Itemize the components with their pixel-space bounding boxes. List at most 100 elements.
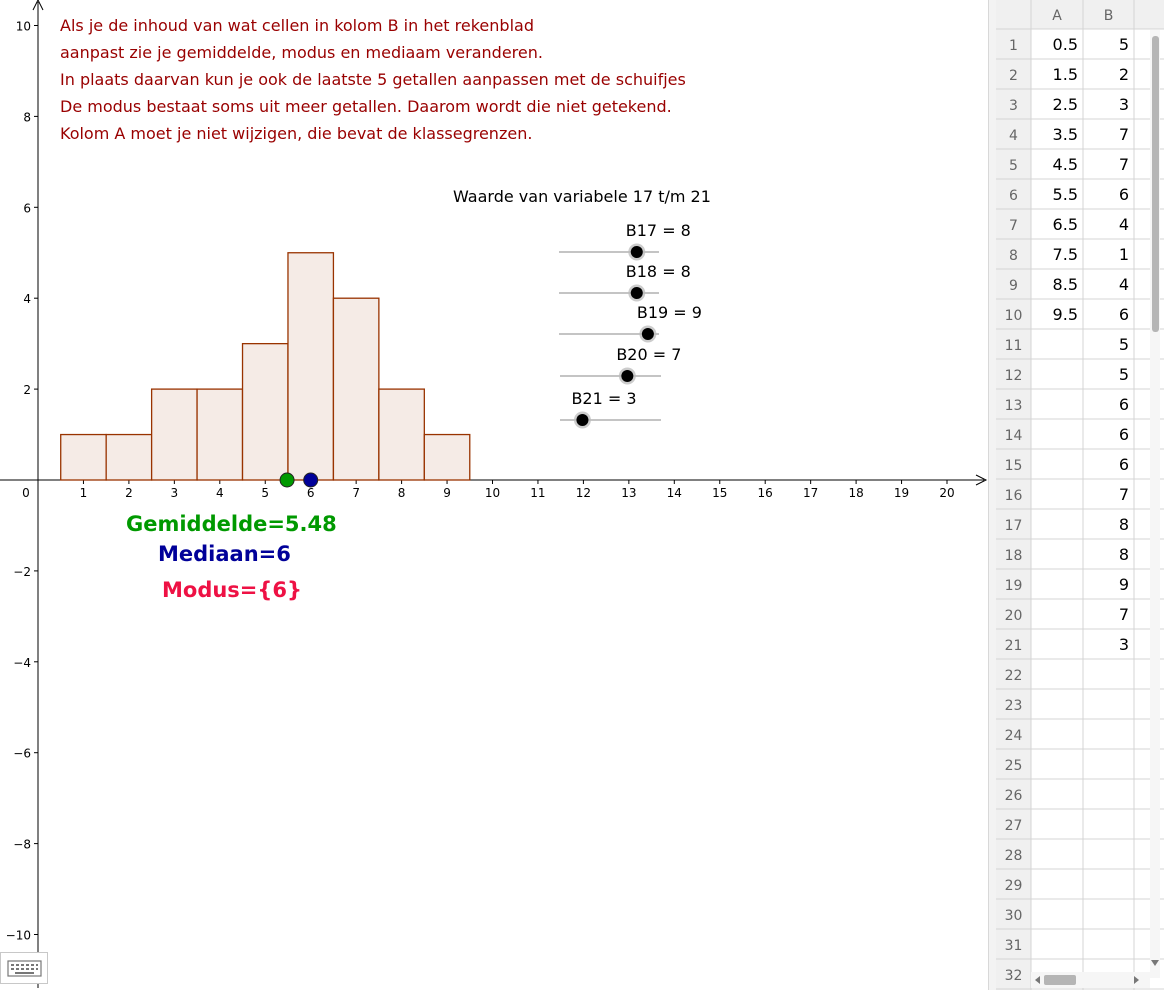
slider-knob[interactable] — [621, 370, 634, 382]
scroll-right-arrow-icon[interactable] — [1134, 976, 1139, 984]
histogram-chart[interactable]: 0 1 2 3 4 5 6 7 8 9 10 11 12 13 14 15 16 17 18 19 20−10−8−6−… — [0, 0, 988, 990]
cell-a4[interactable]: 3.5 — [1053, 125, 1078, 144]
histogram-bar[interactable] — [105, 433, 153, 481]
row-number[interactable]: 13 — [1005, 398, 1023, 414]
row-number[interactable]: 21 — [1005, 638, 1023, 654]
histogram-bar[interactable] — [423, 433, 471, 481]
row-number[interactable]: 25 — [1005, 758, 1023, 774]
cell-b11[interactable]: 5 — [1119, 335, 1129, 354]
slider-b18[interactable]: B18 = 8 — [559, 262, 691, 302]
cell-a1[interactable]: 0.5 — [1053, 35, 1078, 54]
cell-a6[interactable]: 5.5 — [1053, 185, 1078, 204]
histogram-bar[interactable] — [378, 388, 425, 481]
slider-knob[interactable] — [576, 414, 589, 426]
mean-point[interactable] — [279, 472, 295, 488]
row-number[interactable]: 20 — [1005, 608, 1023, 624]
slider-b21[interactable]: B21 = 3 — [560, 389, 661, 429]
row-number[interactable]: 11 — [1005, 338, 1023, 354]
view-divider[interactable] — [988, 0, 997, 990]
row-number[interactable]: 27 — [1005, 818, 1023, 834]
cell-a8[interactable]: 7.5 — [1053, 245, 1078, 264]
spreadsheet-grid[interactable]: A B1 0.5 52 1.5 23 2.5 34 3.5 75 4.5 76 5.5 67 6.5 48 7.… — [996, 0, 1164, 990]
row-number[interactable]: 22 — [1005, 668, 1023, 684]
histogram-bar[interactable] — [60, 433, 107, 481]
row-number[interactable]: 23 — [1005, 698, 1023, 714]
row-number[interactable]: 8 — [1009, 248, 1018, 264]
keyboard-button[interactable] — [0, 952, 48, 984]
cell-a2[interactable]: 1.5 — [1053, 65, 1078, 84]
cell-b6[interactable]: 6 — [1119, 185, 1129, 204]
slider-knob[interactable] — [641, 328, 654, 340]
graphics-view[interactable]: 0 1 2 3 4 5 6 7 8 9 10 11 12 13 14 15 16 17 18 19 20 −10 −8 −6−… — [0, 0, 988, 990]
row-number[interactable]: 31 — [1005, 938, 1023, 954]
cell-b14[interactable]: 6 — [1119, 425, 1129, 444]
cell-b16[interactable]: 7 — [1119, 485, 1129, 504]
cell-b10[interactable]: 6 — [1119, 305, 1129, 324]
row-number[interactable]: 4 — [1009, 128, 1018, 144]
slider-b17[interactable]: B17 = 8 — [559, 221, 691, 261]
row-number[interactable]: 3 — [1009, 98, 1018, 114]
row-number[interactable]: 5 — [1009, 158, 1018, 174]
cell-b2[interactable]: 2 — [1119, 65, 1129, 84]
row-number[interactable]: 14 — [1005, 428, 1023, 444]
row-number[interactable]: 2 — [1009, 68, 1018, 84]
cell-b20[interactable]: 7 — [1119, 605, 1129, 624]
slider-b20[interactable]: B20 = 7 — [560, 345, 681, 385]
row-number[interactable]: 10 — [1005, 308, 1023, 324]
scroll-down-arrow-icon[interactable] — [1151, 960, 1159, 966]
cell-b15[interactable]: 6 — [1119, 455, 1129, 474]
cell-b4[interactable]: 7 — [1119, 125, 1129, 144]
histogram-bar[interactable] — [241, 342, 289, 481]
horizontal-scrollbar-thumb[interactable] — [1044, 975, 1076, 985]
cell-b17[interactable]: 8 — [1119, 515, 1129, 534]
row-number[interactable]: 6 — [1009, 188, 1018, 204]
slider-b19[interactable]: B19 = 9 — [559, 303, 702, 343]
mean-label: Gemiddelde=5.48 — [126, 512, 337, 536]
row-number[interactable]: 16 — [1005, 488, 1023, 504]
row-number[interactable]: 12 — [1005, 368, 1023, 384]
cell-b8[interactable]: 1 — [1119, 245, 1129, 264]
cell-b1[interactable]: 5 — [1119, 35, 1129, 54]
row-number[interactable]: 29 — [1005, 878, 1023, 894]
histogram-bar[interactable] — [150, 388, 198, 481]
row-number[interactable]: 30 — [1005, 908, 1023, 924]
x-tick-label: 2 — [125, 486, 133, 500]
row-number[interactable]: 32 — [1005, 968, 1023, 984]
cell-b12[interactable]: 5 — [1119, 365, 1129, 384]
row-number[interactable]: 17 — [1005, 518, 1023, 534]
column-header-a[interactable]: A — [1052, 8, 1062, 24]
cell-a9[interactable]: 8.5 — [1053, 275, 1078, 294]
histogram-bar[interactable] — [332, 297, 380, 481]
row-number[interactable]: 7 — [1009, 218, 1018, 234]
cell-b7[interactable]: 4 — [1119, 215, 1129, 234]
cell-b9[interactable]: 4 — [1119, 275, 1129, 294]
row-number[interactable]: 1 — [1009, 38, 1018, 54]
histogram-bar[interactable] — [287, 252, 335, 481]
cell-b13[interactable]: 6 — [1119, 395, 1129, 414]
cell-b3[interactable]: 3 — [1119, 95, 1129, 114]
row-number[interactable]: 24 — [1005, 728, 1023, 744]
spreadsheet-view[interactable]: A B 1 0.5 5 2 1.5 2 3 2.5 3 4 3.5 7 5 4.5 7 6 5.5 6 7 6.5 4 8 7.… — [996, 0, 1164, 990]
row-number[interactable]: 19 — [1005, 578, 1023, 594]
slider-knob[interactable] — [630, 287, 643, 299]
cell-b21[interactable]: 3 — [1119, 635, 1129, 654]
cell-a7[interactable]: 6.5 — [1053, 215, 1078, 234]
slider-knob[interactable] — [630, 246, 643, 258]
median-point[interactable] — [303, 472, 319, 488]
row-number[interactable]: 26 — [1005, 788, 1023, 804]
vertical-scrollbar-track[interactable] — [1150, 30, 1160, 978]
row-number[interactable]: 18 — [1005, 548, 1023, 564]
cell-a10[interactable]: 9.5 — [1053, 305, 1078, 324]
row-number[interactable]: 9 — [1009, 278, 1018, 294]
cell-a5[interactable]: 4.5 — [1053, 155, 1078, 174]
histogram-bar[interactable] — [196, 388, 244, 481]
cell-b18[interactable]: 8 — [1119, 545, 1129, 564]
vertical-scrollbar-thumb[interactable] — [1152, 36, 1159, 332]
row-number[interactable]: 28 — [1005, 848, 1023, 864]
cell-b19[interactable]: 9 — [1119, 575, 1129, 594]
scroll-left-arrow-icon[interactable] — [1035, 976, 1040, 984]
cell-b5[interactable]: 7 — [1119, 155, 1129, 174]
cell-a3[interactable]: 2.5 — [1053, 95, 1078, 114]
row-number[interactable]: 15 — [1005, 458, 1023, 474]
column-header-b[interactable]: B — [1104, 8, 1114, 24]
